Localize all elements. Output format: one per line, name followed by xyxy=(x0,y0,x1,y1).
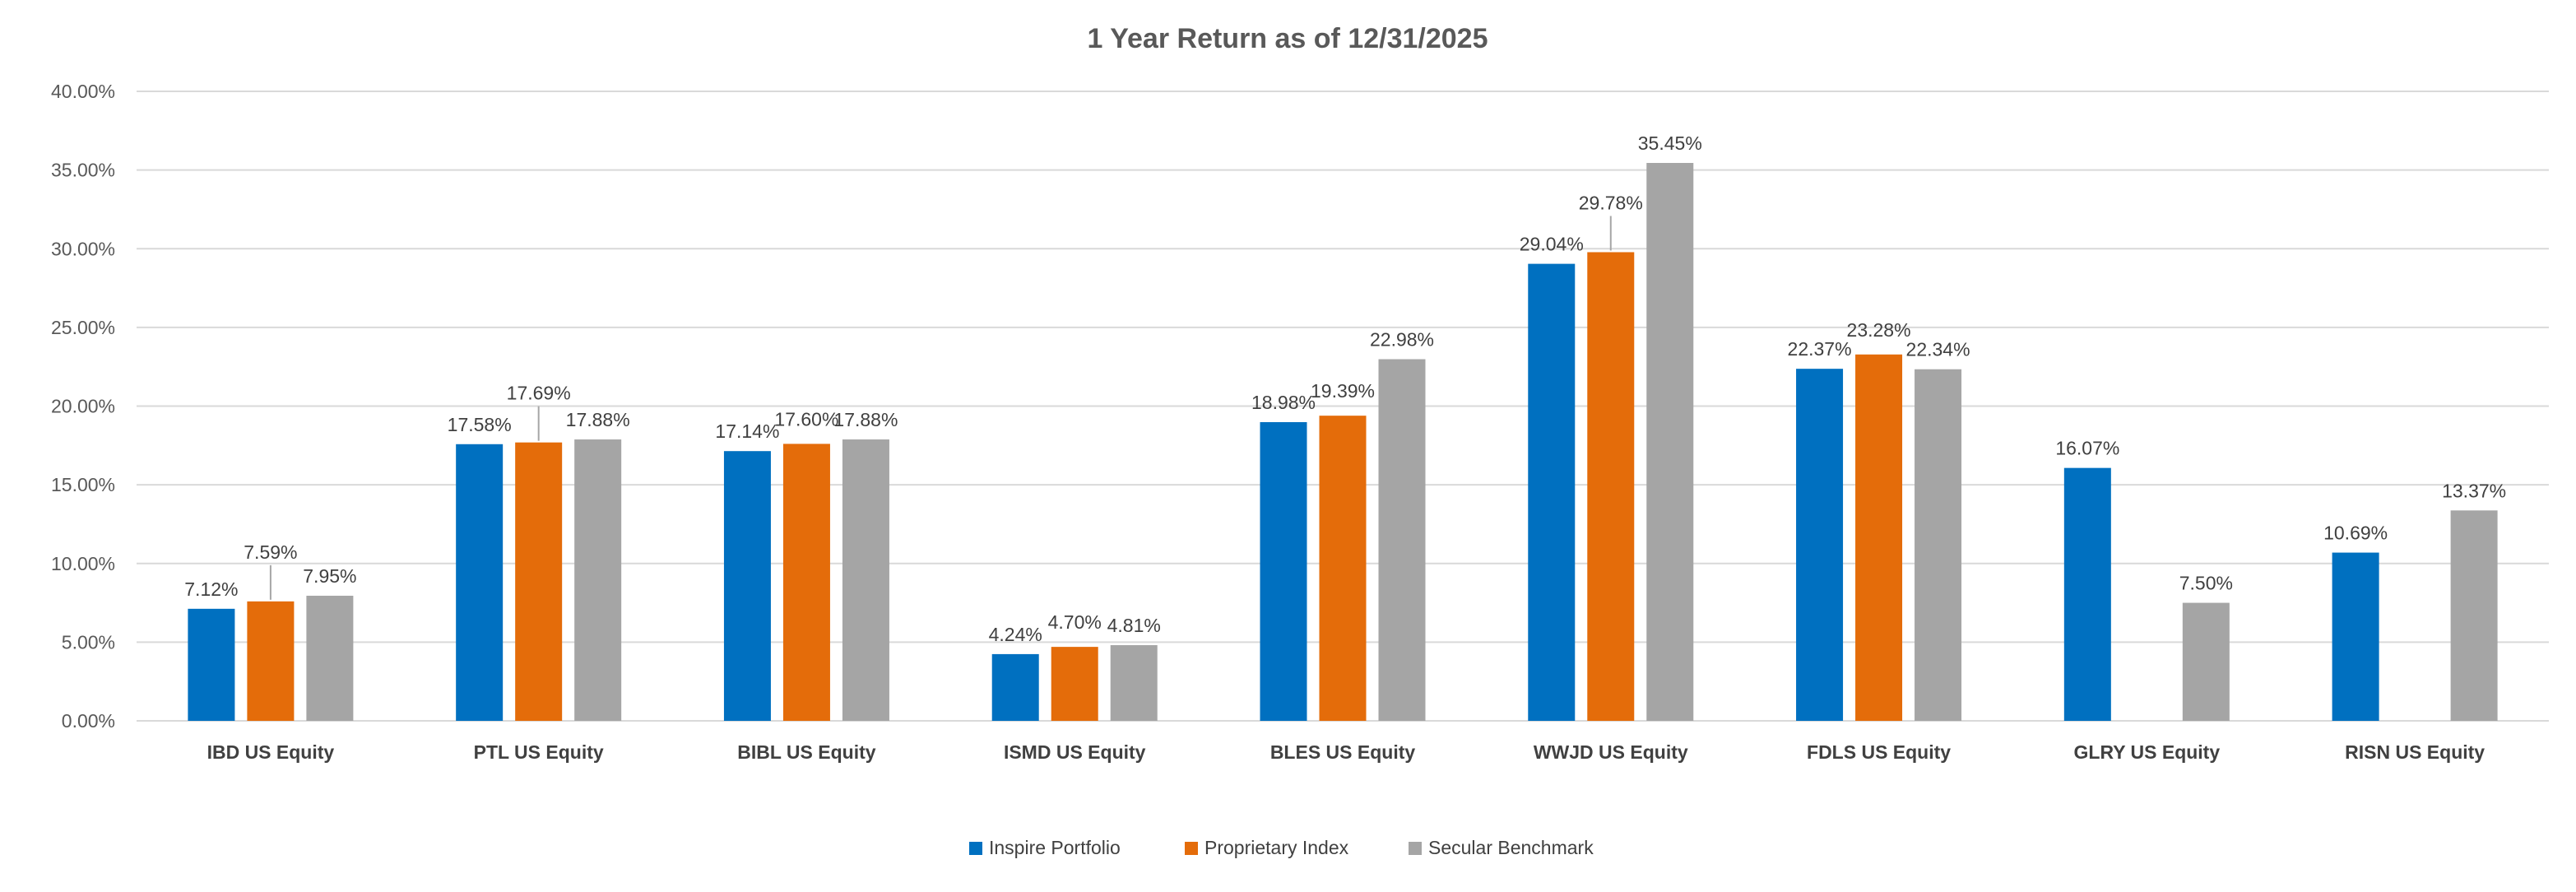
y-tick-label: 0.00% xyxy=(62,710,115,732)
data-label: 17.88% xyxy=(833,409,898,430)
bar xyxy=(2182,602,2230,721)
legend-label: Inspire Portfolio xyxy=(989,837,1121,858)
legend-item: Proprietary Index xyxy=(1185,837,1349,858)
data-label: 10.69% xyxy=(2323,523,2388,544)
data-label: 29.78% xyxy=(1579,192,1643,213)
bar xyxy=(247,601,295,721)
data-label: 7.59% xyxy=(244,541,297,563)
data-label: 23.28% xyxy=(1847,319,1911,341)
bar xyxy=(1587,252,1635,721)
legend-label: Proprietary Index xyxy=(1204,837,1349,858)
data-label: 17.88% xyxy=(566,409,630,430)
data-label: 4.70% xyxy=(1048,611,1102,633)
data-label: 22.98% xyxy=(1370,329,1434,351)
x-tick-label: IBD US Equity xyxy=(207,741,335,763)
x-tick-label: PTL US Equity xyxy=(474,741,604,763)
bar xyxy=(1260,422,1307,721)
bar xyxy=(574,439,622,721)
data-label: 19.39% xyxy=(1311,380,1375,402)
data-label: 17.14% xyxy=(715,420,779,442)
data-label: 22.37% xyxy=(1788,338,1852,360)
y-tick-label: 10.00% xyxy=(51,553,115,574)
data-label: 4.24% xyxy=(989,624,1042,645)
bar xyxy=(1110,645,1158,721)
data-label: 22.34% xyxy=(1906,339,1970,360)
y-tick-label: 15.00% xyxy=(51,474,115,495)
y-tick-label: 5.00% xyxy=(62,631,115,653)
bar xyxy=(306,595,354,721)
data-label: 35.45% xyxy=(1638,132,1702,154)
y-tick-label: 35.00% xyxy=(51,160,115,181)
bar xyxy=(991,653,1039,721)
legend-item: Inspire Portfolio xyxy=(969,837,1121,858)
x-tick-label: GLRY US Equity xyxy=(2074,741,2221,763)
chart-title: 1 Year Return as of 12/31/2025 xyxy=(1087,23,1488,54)
bar xyxy=(2332,552,2379,721)
x-tick-label: RISN US Equity xyxy=(2345,741,2485,763)
data-label: 7.95% xyxy=(303,565,356,587)
data-label: 17.60% xyxy=(774,408,838,430)
bar xyxy=(1051,647,1098,721)
bar xyxy=(515,442,563,721)
bar xyxy=(188,608,235,721)
legend-item: Secular Benchmark xyxy=(1409,837,1594,858)
x-tick-label: BIBL US Equity xyxy=(737,741,875,763)
bar xyxy=(456,444,504,721)
bar xyxy=(2063,467,2111,721)
legend-label: Secular Benchmark xyxy=(1428,837,1594,858)
bar xyxy=(782,444,830,721)
bar xyxy=(1796,369,1844,721)
legend-swatch xyxy=(969,842,982,855)
y-tick-label: 20.00% xyxy=(51,396,115,417)
bar xyxy=(2450,510,2498,721)
bar xyxy=(1915,369,1962,721)
data-label: 7.50% xyxy=(2179,573,2233,594)
bars xyxy=(188,163,2498,722)
bar xyxy=(1855,354,1903,721)
bar xyxy=(842,439,889,721)
y-tick-label: 25.00% xyxy=(51,317,115,338)
bar xyxy=(1319,416,1367,721)
y-tick-label: 30.00% xyxy=(51,238,115,259)
x-tick-label: BLES US Equity xyxy=(1270,741,1416,763)
x-tick-label: WWJD US Equity xyxy=(1534,741,1688,763)
data-label: 17.58% xyxy=(448,414,512,435)
data-label: 18.98% xyxy=(1251,392,1316,413)
data-labels: 7.12%7.59%7.95%17.58%17.69%17.88%17.14%1… xyxy=(184,132,2506,645)
bar xyxy=(1378,359,1426,721)
data-label: 17.69% xyxy=(507,383,571,404)
x-axis-ticks: IBD US Equity PTL US Equity BIBL US Equity… xyxy=(207,741,2485,763)
data-label: 4.81% xyxy=(1107,615,1161,636)
data-label: 13.37% xyxy=(2442,480,2506,501)
y-tick-label: 40.00% xyxy=(51,81,115,102)
x-tick-label: ISMD US Equity xyxy=(1004,741,1146,763)
data-label: 29.04% xyxy=(1520,234,1584,255)
data-label: 7.12% xyxy=(184,578,238,600)
legend: Inspire Portfolio Proprietary Index Secula… xyxy=(969,837,1594,858)
x-tick-label: FDLS US Equity xyxy=(1807,741,1951,763)
bar xyxy=(1646,163,1694,722)
y-axis-ticks: 0.00% 5.00% 10.00% 15.00% 20.00% 25.00% 30.00%… xyxy=(51,81,115,732)
legend-swatch xyxy=(1185,842,1198,855)
bar xyxy=(723,451,771,721)
bar xyxy=(1528,263,1576,721)
data-label: 16.07% xyxy=(2055,438,2119,459)
legend-swatch xyxy=(1409,842,1422,855)
